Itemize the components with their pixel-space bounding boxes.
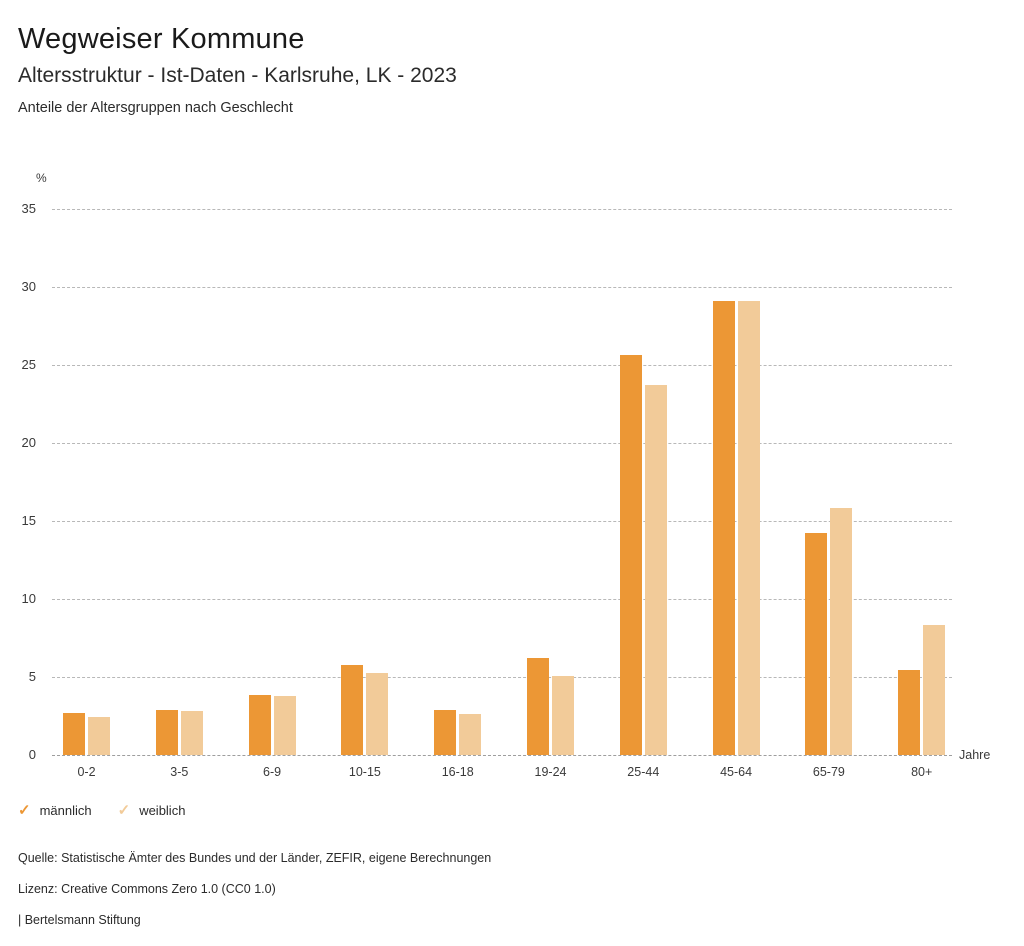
bar[interactable]: [898, 669, 921, 755]
bar[interactable]: [737, 301, 760, 755]
chart-subtitle: Altersstruktur - Ist-Daten - Karlsruhe, …: [18, 64, 457, 87]
check-icon: ✓: [18, 802, 31, 819]
y-tick-label: 35: [21, 201, 36, 216]
bar[interactable]: [273, 695, 296, 755]
bar[interactable]: [619, 354, 642, 755]
page-title: Wegweiser Kommune: [18, 23, 305, 55]
bar[interactable]: [180, 711, 203, 755]
bar[interactable]: [923, 624, 946, 755]
legend-item-label: weiblich: [139, 803, 186, 818]
x-tick-label: 25-44: [627, 765, 660, 779]
gridline: [52, 365, 952, 366]
bar[interactable]: [712, 301, 735, 755]
axis-baseline: [52, 755, 952, 756]
x-tick-label: 19-24: [534, 765, 567, 779]
bar[interactable]: [63, 712, 85, 755]
x-tick-label: 3-5: [170, 765, 189, 779]
y-tick-label: 0: [28, 747, 36, 762]
y-axis-unit-label: %: [36, 171, 47, 185]
gridline: [52, 599, 952, 600]
source-line: Quelle: Statistische Ämter des Bundes un…: [18, 851, 492, 865]
bar[interactable]: [830, 507, 853, 755]
y-tick-label: 15: [21, 513, 36, 528]
license-line: Lizenz: Creative Commons Zero 1.0 (CC0 1…: [18, 882, 276, 896]
x-axis-unit-label: Jahre: [959, 748, 991, 762]
gridline: [52, 521, 952, 522]
gridline: [52, 287, 952, 288]
x-tick-label: 16-18: [441, 765, 474, 779]
x-tick-label: 80+: [911, 765, 933, 779]
bar[interactable]: [434, 709, 457, 755]
legend-item-weiblich[interactable]: ✓ weiblich: [118, 803, 186, 818]
gridline: [52, 443, 952, 444]
legend-item-label: männlich: [39, 803, 92, 818]
bar[interactable]: [805, 533, 828, 755]
bar[interactable]: [341, 664, 364, 755]
gridline: [52, 209, 952, 210]
y-tick-label: 10: [21, 591, 36, 606]
publisher-line: | Bertelsmann Stiftung: [18, 913, 141, 927]
legend-item-maennlich[interactable]: ✓ männlich: [18, 803, 92, 818]
bar[interactable]: [552, 676, 574, 755]
y-tick-label: 20: [21, 435, 36, 450]
x-tick-label: 65-79: [812, 765, 845, 779]
y-tick-label: 30: [21, 279, 36, 294]
check-icon: ✓: [117, 802, 131, 819]
y-tick-label: 5: [28, 669, 36, 684]
bar[interactable]: [88, 716, 110, 755]
x-tick-label: 10-15: [348, 765, 381, 779]
y-tick-label: 25: [21, 357, 36, 372]
x-tick-label: 0-2: [77, 765, 96, 779]
x-tick-label: 45-64: [720, 765, 753, 779]
chart-header: Wegweiser Kommune Altersstruktur - Ist-D…: [18, 0, 1008, 118]
chart-description: Anteile der Altersgruppen nach Geschlech…: [18, 100, 293, 116]
bar[interactable]: [366, 673, 389, 755]
x-tick-label: 6-9: [263, 765, 282, 779]
chart-legend: ✓ männlich ✓ weiblich: [18, 803, 185, 818]
gridline: [52, 677, 952, 678]
bar[interactable]: [459, 714, 482, 755]
chart-footer: Quelle: Statistische Ämter des Bundes un…: [18, 843, 978, 936]
bar[interactable]: [248, 694, 271, 755]
bar[interactable]: [527, 658, 549, 755]
bar[interactable]: [155, 709, 178, 755]
bar[interactable]: [644, 385, 667, 755]
